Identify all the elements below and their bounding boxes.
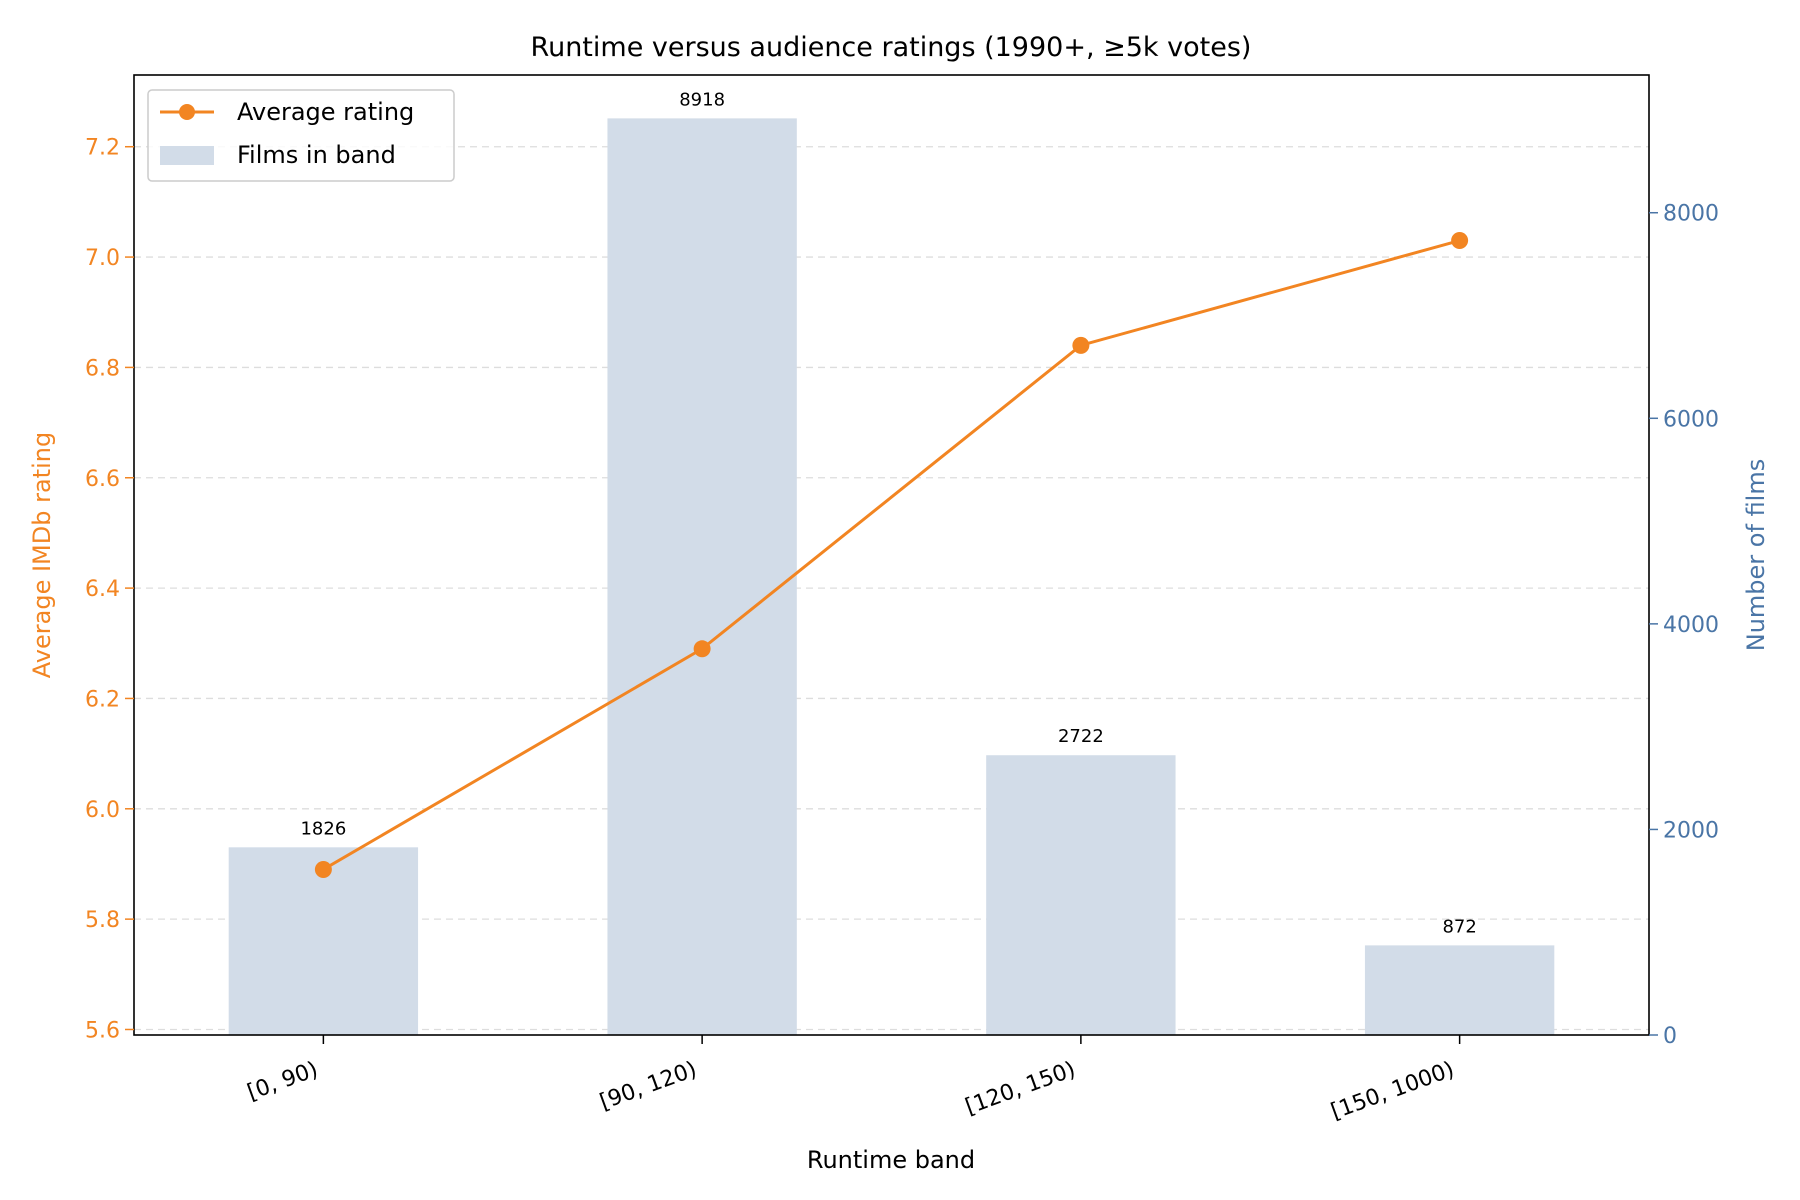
bar-value-label-1: 8918 [679,89,725,110]
legend-label-average-rating: Average rating [237,98,414,126]
left-y-tick-label-7: 7.0 [85,246,120,271]
x-tick-label-1: [90, 120) [597,1057,701,1115]
bar-value-label-0: 1826 [300,818,346,839]
right-y-tick-label-3: 6000 [1663,407,1719,432]
rating-point-0 [314,860,332,878]
x-axis: [0, 90) [90, 120) [120, 150) [150, 1000) [244,1035,1461,1125]
bar-2 [986,755,1176,1035]
legend: Average rating Films in band [147,89,455,182]
bars [228,118,1555,1035]
right-y-tick-label-2: 4000 [1663,613,1719,638]
bar-0 [228,847,419,1035]
right-y-axis-label: Number of films [1742,459,1770,651]
legend-label-films-in-band: Films in band [237,141,396,169]
bar-value-label-2: 2722 [1058,726,1104,747]
rating-point-3 [1451,232,1469,250]
x-tick-label-2: [120, 150) [962,1057,1079,1120]
rating-line [322,239,1461,871]
plot-frame [133,74,1650,1036]
left-y-axis: 5.6 5.8 6.0 6.2 6.4 6.6 6.8 7.0 7.2 [85,136,134,1043]
right-y-tick-label-0: 0 [1663,1024,1677,1049]
left-y-tick-label-4: 6.4 [85,577,120,602]
left-y-tick-label-3: 6.2 [85,687,120,712]
bar-labels: 1826 8918 2722 872 [300,89,1476,937]
left-y-axis-label: Average IMDb rating [28,432,56,678]
bar-value-label-3: 872 [1442,916,1476,937]
rating-point-2 [1072,336,1090,354]
left-y-tick-label-8: 7.2 [85,136,120,161]
rating-point-1 [693,640,711,658]
legend-box [147,89,455,182]
right-y-tick-label-4: 8000 [1663,202,1719,227]
left-y-tick-label-0: 5.6 [85,1018,120,1043]
legend-marker-swatch [179,104,195,120]
left-y-tick-label-1: 5.8 [85,908,120,933]
x-tick-label-3: [150, 1000) [1328,1057,1458,1125]
x-axis-label: Runtime band [807,1146,975,1174]
right-y-tick-label-1: 2000 [1663,818,1719,843]
left-y-tick-label-6: 6.8 [85,356,120,381]
right-y-axis: 0 2000 4000 6000 8000 [1649,202,1719,1049]
bar-1 [607,118,797,1035]
chart-title: Runtime versus audience ratings (1990+, … [531,32,1252,63]
left-y-tick-label-2: 6.0 [85,798,120,823]
rating-line-layer [314,232,1469,878]
left-y-tick-label-5: 6.6 [85,467,120,492]
bar-3 [1364,945,1555,1035]
x-tick-label-0: [0, 90) [244,1057,321,1106]
legend-bar-swatch [160,146,214,165]
